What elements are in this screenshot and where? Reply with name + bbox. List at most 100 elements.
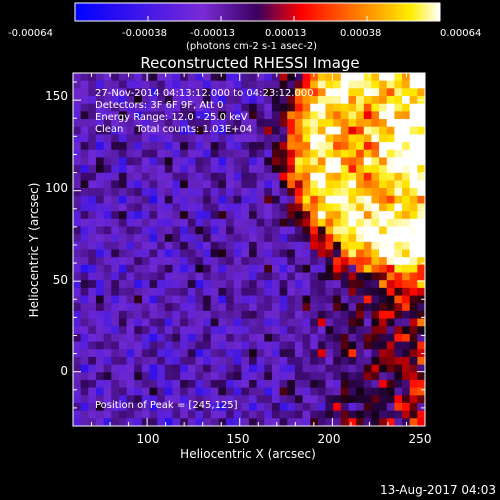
heatmap-pixel <box>310 318 319 327</box>
heatmap-pixel <box>264 134 273 143</box>
heatmap-pixel <box>73 211 82 220</box>
heatmap-pixel <box>180 249 189 258</box>
heatmap-pixel <box>180 310 189 320</box>
heatmap-pixel <box>379 226 388 235</box>
heatmap-pixel <box>141 318 151 327</box>
heatmap-pixel <box>249 418 258 426</box>
heatmap-pixel <box>149 180 158 189</box>
heatmap-pixel <box>195 226 204 235</box>
heatmap-pixel <box>118 96 128 105</box>
heatmap-pixel <box>134 356 143 366</box>
heatmap-pixel <box>333 157 342 166</box>
heatmap-pixel <box>80 287 89 297</box>
heatmap-pixel <box>409 272 418 281</box>
heatmap-pixel <box>180 149 189 159</box>
heatmap-pixel <box>317 418 327 426</box>
heatmap-pixel <box>340 172 350 182</box>
heatmap-pixel <box>348 395 357 404</box>
heatmap-pixel <box>256 203 265 212</box>
heatmap-pixel <box>348 402 357 412</box>
heatmap-pixel <box>356 372 365 381</box>
heatmap-pixel <box>126 157 135 166</box>
heatmap-pixel <box>287 172 296 182</box>
heatmap-pixel <box>317 111 327 120</box>
heatmap-pixel <box>249 333 258 343</box>
heatmap-pixel <box>340 226 350 235</box>
heatmap-pixel <box>111 349 120 358</box>
heatmap-pixel <box>417 410 425 419</box>
heatmap-pixel <box>417 195 425 205</box>
heatmap-pixel <box>363 310 373 320</box>
heatmap-pixel <box>317 218 327 228</box>
heatmap-pixel <box>203 188 212 197</box>
heatmap-pixel <box>417 111 425 120</box>
heatmap-pixel <box>95 134 105 143</box>
heatmap-pixel <box>325 287 334 297</box>
heatmap-pixel <box>180 111 189 120</box>
heatmap-pixel <box>394 356 403 366</box>
heatmap-pixel <box>287 280 296 289</box>
heatmap-pixel <box>95 272 105 281</box>
heatmap-pixel <box>172 272 181 281</box>
heatmap-pixel <box>317 379 327 389</box>
heatmap-pixel <box>141 418 151 426</box>
x-tick-250: 250 <box>409 432 432 446</box>
heatmap-pixel <box>363 272 373 281</box>
heatmap-pixel <box>187 257 197 266</box>
heatmap-pixel <box>88 272 97 281</box>
heatmap-pixel <box>172 103 181 112</box>
heatmap-pixel <box>271 96 281 105</box>
heatmap-pixel <box>249 172 258 182</box>
heatmap-pixel <box>233 310 242 320</box>
heatmap-pixel <box>111 364 120 373</box>
heatmap-pixel <box>73 234 82 243</box>
heatmap-pixel <box>317 241 327 251</box>
heatmap-pixel <box>180 303 189 312</box>
heatmap-pixel <box>195 280 204 289</box>
heatmap-pixel <box>256 103 265 112</box>
heatmap-pixel <box>310 303 319 312</box>
heatmap-pixel <box>172 234 181 243</box>
heatmap-pixel <box>256 356 265 366</box>
heatmap-pixel <box>409 119 418 128</box>
heatmap-pixel <box>271 318 281 327</box>
heatmap-pixel <box>111 80 120 89</box>
heatmap-pixel <box>302 249 311 258</box>
heatmap-pixel <box>80 356 89 366</box>
heatmap-pixel <box>118 119 128 128</box>
heatmap-pixel <box>203 165 212 174</box>
heatmap-pixel <box>180 341 189 350</box>
heatmap-pixel <box>356 218 365 228</box>
heatmap-pixel <box>88 418 97 426</box>
heatmap-pixel <box>103 203 112 212</box>
heatmap-pixel <box>73 126 82 135</box>
heatmap-pixel <box>249 88 258 97</box>
heatmap-pixel <box>271 241 281 251</box>
heatmap-pixel <box>264 356 273 366</box>
heatmap-pixel <box>279 172 288 182</box>
heatmap-pixel <box>218 80 227 89</box>
heatmap-pixel <box>356 234 365 243</box>
heatmap-pixel <box>226 241 235 251</box>
heatmap-pixel <box>317 372 327 381</box>
heatmap-pixel <box>203 303 212 312</box>
heatmap-pixel <box>187 88 197 97</box>
heatmap-pixel <box>88 364 97 373</box>
heatmap-pixel <box>218 241 227 251</box>
heatmap-pixel <box>118 234 128 243</box>
heatmap-pixel <box>95 103 105 112</box>
heatmap-pixel <box>386 142 395 151</box>
heatmap-pixel <box>157 103 166 112</box>
heatmap-pixel <box>302 149 311 159</box>
heatmap-pixel <box>210 211 219 220</box>
heatmap-pixel <box>386 234 395 243</box>
heatmap-pixel <box>371 126 380 135</box>
heatmap-pixel <box>348 165 357 174</box>
heatmap-pixel <box>95 203 105 212</box>
heatmap-pixel <box>402 180 411 189</box>
heatmap-pixel <box>134 249 143 258</box>
heatmap-pixel <box>264 88 273 97</box>
heatmap-pixel <box>187 303 197 312</box>
heatmap-pixel <box>88 303 97 312</box>
heatmap-pixel <box>394 310 403 320</box>
